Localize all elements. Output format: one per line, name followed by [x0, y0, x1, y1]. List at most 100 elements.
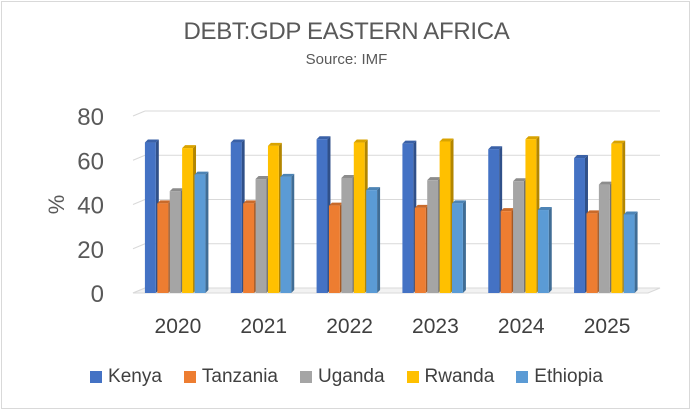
x-tick-label: 2022 [326, 315, 373, 338]
bar [144, 142, 156, 293]
bar [157, 203, 169, 293]
bar-side [377, 187, 381, 293]
bar-top [316, 136, 331, 140]
bar-side [205, 171, 209, 293]
bar-top [341, 174, 356, 178]
x-tick-label: 2021 [240, 315, 287, 338]
bar [611, 143, 623, 293]
bar-top [623, 211, 638, 215]
bar [623, 214, 635, 293]
bar [280, 176, 292, 293]
bar-side [291, 173, 295, 293]
gridline-depth [132, 199, 146, 205]
legend-label: Uganda [317, 366, 385, 387]
bar-side [548, 207, 552, 293]
bar [230, 142, 242, 293]
bar [586, 213, 598, 293]
legend-label: Tanzania [201, 366, 278, 387]
bar-top [427, 177, 442, 181]
bar [439, 141, 451, 293]
bar-top [182, 145, 197, 149]
bar [574, 158, 585, 293]
bar-top [243, 200, 258, 204]
legend-swatch [183, 371, 196, 383]
bar-top [488, 146, 503, 150]
x-tick-label: 2024 [498, 315, 545, 338]
bar-top [169, 188, 184, 192]
legend-label: Ethiopia [534, 366, 603, 387]
y-tick-label: 60 [77, 148, 104, 175]
legend-item: Kenya [90, 366, 162, 388]
bar-top [157, 200, 172, 204]
x-tick-label: 2020 [155, 315, 202, 338]
bar-top [598, 181, 613, 185]
bar-top [366, 187, 381, 191]
gridline-depth [132, 110, 146, 117]
y-axis-label: % [44, 195, 69, 215]
bar-top [194, 171, 209, 175]
legend-item: Uganda [299, 366, 385, 388]
legend-item: Tanzania [183, 366, 278, 388]
y-tick-label: 0 [91, 281, 104, 308]
bar [243, 203, 255, 293]
bar-top [525, 136, 540, 140]
legend: Kenya Tanzania Uganda Rwanda Ethiopia [0, 366, 693, 388]
legend-label: Rwanda [424, 366, 495, 387]
x-tick-label: 2023 [412, 315, 459, 338]
bar [402, 143, 414, 293]
bar [452, 203, 463, 293]
bar-top [144, 139, 159, 143]
legend-swatch [299, 371, 312, 383]
bar-top [513, 178, 527, 182]
chart-subtitle: Source: IMF [305, 51, 388, 68]
bar-top [402, 140, 417, 144]
bar-top [353, 139, 368, 143]
bar [341, 177, 353, 293]
bar-top [230, 139, 245, 143]
bar-top [586, 210, 601, 214]
bar-side [462, 200, 466, 293]
bar [182, 148, 194, 293]
x-tick-label: 2025 [584, 315, 631, 338]
bar [255, 179, 267, 293]
gridline-depth [132, 243, 146, 250]
legend-swatch [406, 371, 419, 383]
bar [328, 205, 340, 293]
bar-top [574, 155, 588, 159]
bar [366, 190, 378, 293]
bar-top [500, 208, 515, 212]
bar-top [537, 207, 552, 211]
bar [353, 142, 365, 293]
bar [598, 184, 610, 293]
bar [169, 191, 181, 293]
bar-top [255, 176, 270, 180]
y-tick-label: 40 [77, 193, 104, 220]
y-tick-label: 80 [77, 104, 104, 131]
bar [414, 207, 426, 293]
bar-top [439, 138, 454, 142]
bar [194, 174, 206, 293]
bar-top [267, 142, 282, 146]
bar-top [328, 202, 343, 206]
legend-item: Ethiopia [516, 366, 603, 388]
bar [427, 180, 439, 293]
gridline-depth [132, 154, 146, 161]
bar-side [634, 211, 638, 293]
bar [267, 145, 279, 293]
legend-label: Kenya [108, 366, 162, 387]
bar [525, 139, 537, 293]
bar [500, 211, 512, 293]
bar [488, 149, 500, 293]
legend-swatch [516, 371, 529, 383]
legend-swatch [90, 371, 103, 383]
bar-top [452, 200, 466, 204]
bar-top [414, 204, 429, 208]
y-tick-label: 20 [77, 237, 104, 264]
bar-top [280, 173, 295, 177]
legend-item: Rwanda [406, 366, 495, 388]
bar-top [611, 140, 626, 144]
bar [316, 139, 328, 293]
bar [513, 181, 524, 293]
chart-title: DEBT:GDP EASTERN AFRICA [183, 18, 510, 45]
